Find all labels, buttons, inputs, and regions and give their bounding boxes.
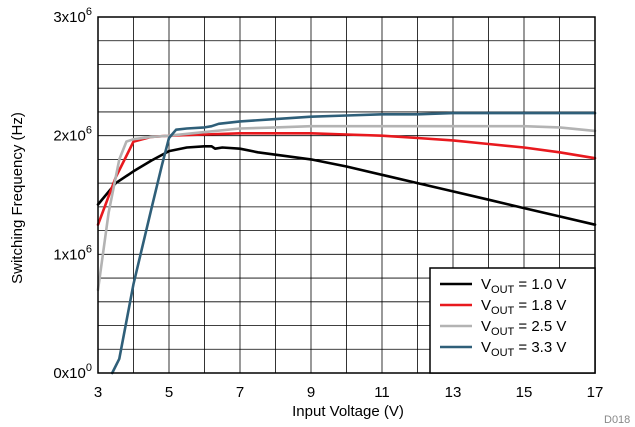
x-axis-ticks: 3 5 7 9 11 13 15 17: [94, 384, 604, 401]
x-tick-label: 13: [445, 384, 462, 401]
series-line-4: [110, 111, 597, 375]
x-tick-label: 17: [587, 384, 604, 401]
legend-box: [429, 267, 596, 374]
x-axis-title: Input Voltage (V): [292, 403, 404, 420]
y-tick-label: 0x100: [53, 362, 92, 382]
series-line-3: [96, 124, 597, 292]
x-tick-label: 3: [94, 384, 102, 401]
y-tick-label: 2x106: [53, 125, 92, 145]
x-tick-label: 15: [516, 384, 533, 401]
legend-label: VOUT = 1.0 V: [481, 276, 566, 296]
legend-label: VOUT = 2.5 V: [481, 318, 566, 338]
y-axis-ticks: 0x100 1x106 2x106 3x106: [53, 6, 92, 382]
legend-label: VOUT = 3.3 V: [481, 339, 566, 359]
figure-code: D018: [604, 414, 630, 426]
series-line-1: [96, 145, 597, 226]
y-tick-label: 1x106: [53, 243, 92, 263]
legend-label: VOUT = 1.8 V: [481, 297, 566, 317]
x-tick-label: 9: [307, 384, 315, 401]
x-tick-label: 5: [165, 384, 173, 401]
plot-frame: [97, 16, 596, 374]
y-tick-label: 3x106: [53, 6, 92, 26]
y-axis-title: Switching Frequency (Hz): [9, 112, 26, 284]
x-tick-label: 11: [374, 384, 390, 401]
x-tick-label: 7: [236, 384, 244, 401]
series-lines: [96, 111, 597, 375]
